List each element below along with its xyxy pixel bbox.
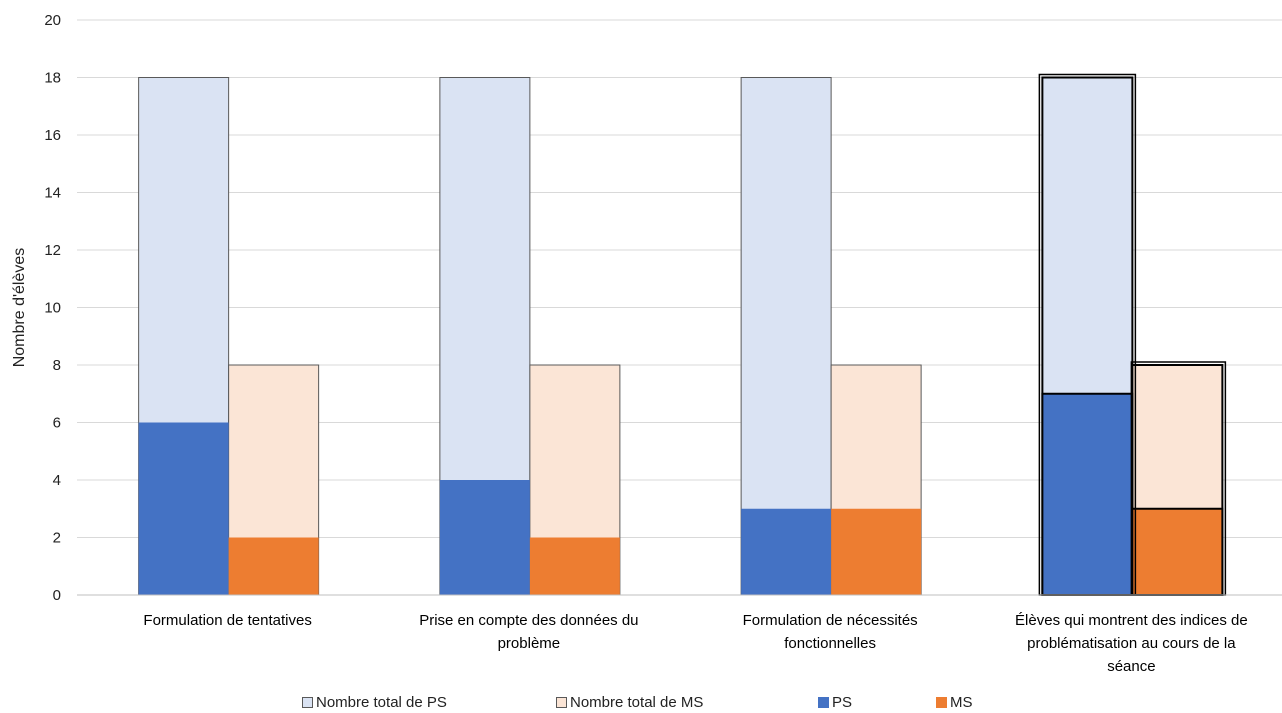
legend-swatch	[936, 697, 947, 708]
legend: Nombre total de PS Nombre total de MS PS MS	[0, 694, 1282, 713]
y-tick-label: 20	[44, 12, 61, 29]
bar-ps	[1041, 392, 1134, 596]
legend-item: Nombre total de PS	[302, 694, 447, 711]
x-category-label: fonctionnelles	[784, 635, 876, 652]
x-category-label: problème	[498, 635, 561, 652]
y-tick-label: 10	[44, 300, 61, 317]
legend-item: MS	[936, 694, 973, 711]
y-tick-label: 4	[53, 472, 61, 489]
x-category-label: Formulation de nécessités	[743, 612, 918, 629]
legend-item: Nombre total de MS	[556, 694, 703, 711]
y-tick-label: 6	[53, 415, 61, 432]
legend-swatch	[818, 697, 829, 708]
x-category-label: problématisation au cours de la	[1027, 635, 1236, 652]
y-tick-label: 2	[53, 530, 61, 547]
y-tick-label: 16	[44, 127, 61, 144]
y-tick-label: 12	[44, 242, 61, 259]
legend-swatch	[302, 697, 313, 708]
x-category-label: Prise en compte des données du	[419, 612, 638, 629]
y-tick-label: 0	[53, 587, 61, 604]
bar-chart-svg: 0 2 4 6 8 10 12 14 16 18 20 Nombre d'élèves Formulat…	[11, 12, 1282, 675]
legend-label: PS	[832, 694, 853, 711]
legend-swatch	[556, 697, 567, 708]
x-category-label: Élèves qui montrent des indices de	[1015, 612, 1248, 629]
bar-ms	[831, 508, 922, 595]
x-category-label: séance	[1107, 658, 1155, 675]
y-tick-label: 14	[44, 185, 61, 202]
bar-ms	[1131, 507, 1224, 596]
bar-ms	[228, 537, 319, 595]
bar-ps	[439, 480, 530, 595]
legend-label: MS	[950, 694, 973, 711]
legend-label: Nombre total de PS	[316, 694, 447, 711]
y-tick-label: 8	[53, 357, 61, 374]
bar-ps	[741, 508, 832, 595]
bar-ms	[529, 537, 620, 595]
y-tick-label: 18	[44, 70, 61, 87]
legend-item: PS	[818, 694, 852, 711]
y-axis-title: Nombre d'élèves	[11, 248, 28, 368]
bar-ps	[138, 422, 229, 595]
x-category-label: Formulation de tentatives	[143, 612, 311, 629]
legend-label: Nombre total de MS	[570, 694, 704, 711]
